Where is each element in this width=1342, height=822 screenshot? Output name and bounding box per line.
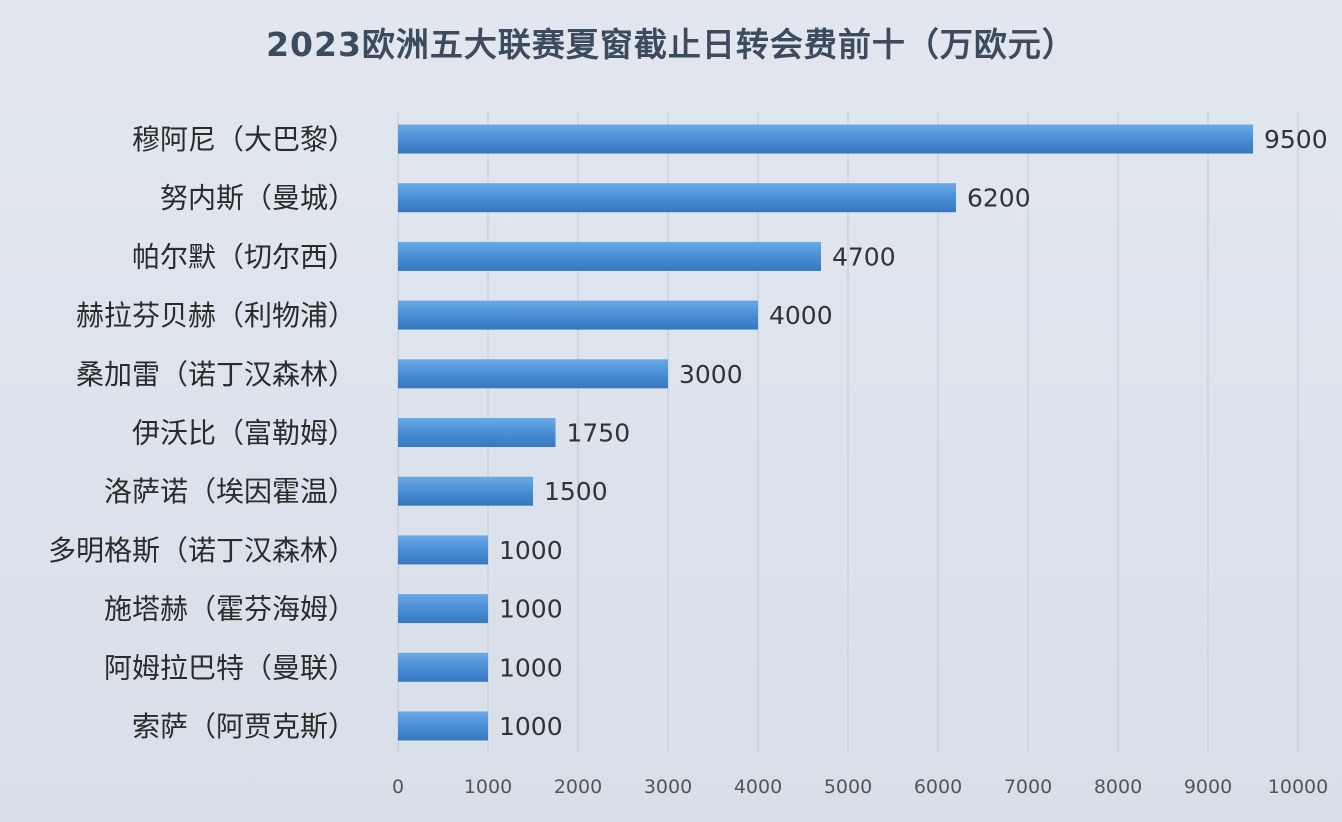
x-tick-label: 2000 bbox=[554, 776, 602, 798]
bar bbox=[398, 652, 488, 682]
category-label: 伊沃比（富勒姆） bbox=[132, 417, 356, 450]
x-tick-label: 0 bbox=[392, 776, 404, 798]
x-tick-label: 3000 bbox=[644, 776, 692, 798]
value-label: 9500 bbox=[1264, 125, 1328, 154]
x-tick-label: 10000 bbox=[1268, 776, 1328, 798]
x-tick-label: 7000 bbox=[1004, 776, 1052, 798]
value-label: 1000 bbox=[499, 595, 563, 624]
chart-title: 2023欧洲五大联赛夏窗截止日转会费前十（万欧元） bbox=[266, 25, 1076, 64]
value-label: 1500 bbox=[544, 477, 608, 506]
value-label: 1000 bbox=[499, 536, 563, 565]
value-label: 4000 bbox=[769, 301, 833, 330]
category-label: 阿姆拉巴特（曼联） bbox=[104, 651, 356, 684]
bar bbox=[398, 124, 1253, 154]
category-label: 施塔赫（霍芬海姆） bbox=[104, 593, 356, 626]
category-label: 洛萨诺（埃因霍温） bbox=[104, 475, 356, 508]
x-tick-label: 5000 bbox=[824, 776, 872, 798]
tick-layer: 0 1000 2000 3000 4000 5000 6000 7000 8000 9000 100… bbox=[392, 776, 1328, 798]
bar bbox=[398, 594, 488, 624]
value-label: 1000 bbox=[499, 712, 563, 741]
bar bbox=[398, 241, 821, 271]
bar bbox=[398, 359, 668, 389]
category-label: 桑加雷（诺丁汉森林） bbox=[76, 358, 356, 391]
value-label: 4700 bbox=[832, 242, 896, 271]
value-label: 6200 bbox=[967, 184, 1031, 213]
x-tick-label: 8000 bbox=[1094, 776, 1142, 798]
category-label: 赫拉芬贝赫（利物浦） bbox=[76, 299, 356, 332]
category-label: 努内斯（曼城） bbox=[160, 182, 356, 215]
x-tick-label: 1000 bbox=[464, 776, 512, 798]
category-label: 索萨（阿贾克斯） bbox=[132, 710, 356, 743]
x-tick-label: 6000 bbox=[914, 776, 962, 798]
bar bbox=[398, 476, 533, 506]
bar bbox=[398, 535, 488, 565]
bar bbox=[398, 300, 758, 330]
bar bbox=[398, 418, 556, 447]
category-label: 多明格斯（诺丁汉森林） bbox=[48, 534, 356, 567]
bar bbox=[398, 711, 488, 741]
value-label: 1750 bbox=[567, 419, 631, 448]
x-tick-label: 9000 bbox=[1184, 776, 1232, 798]
value-label: 1000 bbox=[499, 653, 563, 682]
x-tick-label: 4000 bbox=[734, 776, 782, 798]
value-label: 3000 bbox=[679, 360, 743, 389]
bar bbox=[398, 183, 956, 213]
category-label: 穆阿尼（大巴黎） bbox=[132, 123, 356, 156]
label-layer: 穆阿尼（大巴黎） 9500 努内斯（曼城） 6200 帕尔默（切尔西） 4700 赫拉芬贝赫… bbox=[48, 123, 1328, 743]
bar-layer bbox=[398, 124, 1253, 741]
category-label: 帕尔默（切尔西） bbox=[132, 240, 356, 273]
